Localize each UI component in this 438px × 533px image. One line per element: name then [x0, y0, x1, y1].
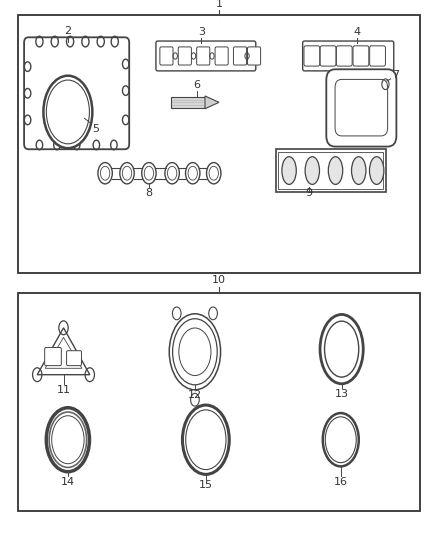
FancyBboxPatch shape: [353, 46, 369, 66]
Ellipse shape: [122, 166, 132, 180]
Text: 11: 11: [57, 385, 71, 395]
Ellipse shape: [186, 163, 200, 184]
FancyBboxPatch shape: [335, 79, 388, 136]
Text: 10: 10: [212, 274, 226, 285]
FancyBboxPatch shape: [247, 47, 261, 65]
Text: 15: 15: [199, 480, 213, 490]
Ellipse shape: [323, 413, 359, 466]
Ellipse shape: [191, 393, 199, 406]
Ellipse shape: [173, 319, 217, 385]
Ellipse shape: [46, 80, 89, 144]
Text: 13: 13: [335, 389, 349, 399]
FancyBboxPatch shape: [197, 47, 210, 65]
FancyBboxPatch shape: [320, 46, 336, 66]
Text: 16: 16: [334, 477, 348, 487]
Ellipse shape: [169, 314, 221, 390]
Ellipse shape: [179, 328, 211, 376]
FancyBboxPatch shape: [67, 351, 81, 366]
Ellipse shape: [186, 410, 226, 470]
Text: 4: 4: [353, 27, 360, 37]
Ellipse shape: [305, 157, 319, 184]
Ellipse shape: [282, 157, 296, 184]
FancyBboxPatch shape: [215, 47, 228, 65]
FancyBboxPatch shape: [178, 47, 191, 65]
Ellipse shape: [325, 417, 356, 463]
FancyBboxPatch shape: [276, 149, 386, 192]
Ellipse shape: [207, 163, 221, 184]
FancyBboxPatch shape: [326, 69, 396, 147]
Ellipse shape: [183, 405, 229, 474]
FancyBboxPatch shape: [156, 41, 256, 71]
Polygon shape: [45, 337, 82, 368]
FancyBboxPatch shape: [303, 41, 394, 71]
Ellipse shape: [209, 166, 219, 180]
Text: 8: 8: [145, 188, 152, 198]
Ellipse shape: [209, 307, 217, 320]
Ellipse shape: [43, 76, 92, 148]
Polygon shape: [37, 328, 90, 375]
Ellipse shape: [98, 163, 112, 184]
FancyBboxPatch shape: [233, 47, 247, 65]
Ellipse shape: [320, 314, 363, 384]
Ellipse shape: [100, 166, 110, 180]
Text: 14: 14: [61, 477, 75, 487]
Text: 7: 7: [392, 70, 399, 80]
Text: 9: 9: [305, 188, 312, 198]
Ellipse shape: [165, 163, 179, 184]
Ellipse shape: [325, 321, 359, 377]
FancyBboxPatch shape: [24, 37, 129, 149]
Ellipse shape: [52, 416, 84, 464]
Ellipse shape: [144, 166, 154, 180]
Text: 12: 12: [188, 390, 202, 400]
FancyBboxPatch shape: [336, 46, 352, 66]
Text: 5: 5: [92, 124, 99, 134]
FancyBboxPatch shape: [370, 46, 385, 66]
Ellipse shape: [352, 157, 366, 184]
Ellipse shape: [328, 157, 343, 184]
FancyBboxPatch shape: [304, 46, 320, 66]
FancyBboxPatch shape: [18, 293, 420, 511]
Polygon shape: [205, 96, 219, 109]
FancyBboxPatch shape: [18, 15, 420, 273]
Text: 6: 6: [194, 79, 201, 90]
Ellipse shape: [370, 157, 384, 184]
Ellipse shape: [173, 307, 181, 320]
FancyBboxPatch shape: [45, 348, 61, 366]
Polygon shape: [171, 97, 205, 108]
Ellipse shape: [49, 412, 87, 467]
Ellipse shape: [46, 408, 89, 472]
Text: 3: 3: [198, 27, 205, 37]
Text: 2: 2: [64, 26, 71, 36]
Ellipse shape: [120, 163, 134, 184]
FancyBboxPatch shape: [160, 47, 173, 65]
Ellipse shape: [188, 166, 198, 180]
Ellipse shape: [142, 163, 156, 184]
Ellipse shape: [167, 166, 177, 180]
Text: 1: 1: [215, 0, 223, 9]
